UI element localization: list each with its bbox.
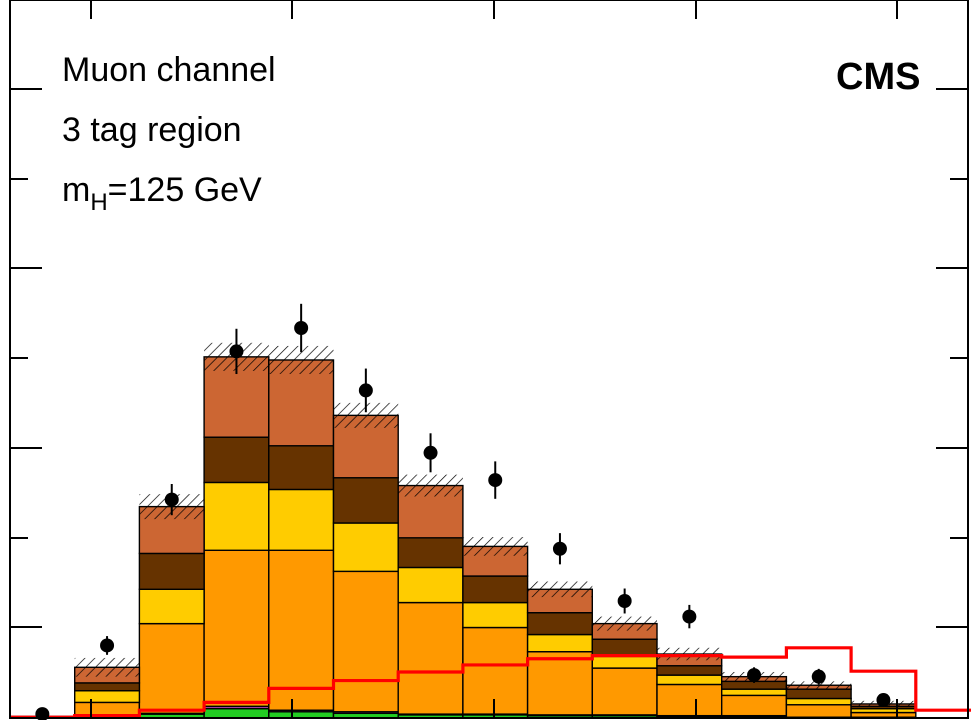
bar-series4-bin5 <box>332 477 399 524</box>
data-point-bin11 <box>747 668 762 683</box>
bar-series2-bin4 <box>268 549 335 711</box>
bar-series3-bin7 <box>462 601 529 629</box>
uncertainty-bin6 <box>398 474 463 497</box>
data-point-bin4 <box>294 321 309 335</box>
uncertainty-bin1 <box>74 657 140 677</box>
data-point-bin0 <box>35 707 50 720</box>
channel-label: Muon channel <box>62 51 276 89</box>
data-point-bin1 <box>100 638 115 653</box>
experiment-label: CMS <box>836 56 920 98</box>
bar-series2-bin5 <box>332 570 399 713</box>
uncertainty-bin8 <box>527 581 593 598</box>
bar-series4-bin2 <box>138 552 205 590</box>
bar-series2-bin3 <box>203 549 270 707</box>
data-point-bin8 <box>552 541 567 556</box>
data-point-bin5 <box>358 383 373 398</box>
data-point-bin2 <box>164 492 179 507</box>
bar-series3-bin6 <box>397 566 464 604</box>
bar-series4-bin3 <box>203 436 270 484</box>
bar-series3-bin12 <box>785 697 852 706</box>
bar-series2-bin8 <box>526 651 593 716</box>
bar-series4-bin6 <box>397 537 464 569</box>
data-point-bin12 <box>811 669 826 684</box>
mass-value: =125 GeV <box>108 171 262 209</box>
signal-line <box>10 646 971 719</box>
data-point-bin9 <box>617 594 632 608</box>
bar-series0-bin3 <box>203 707 270 719</box>
bar-series3-bin2 <box>138 588 205 625</box>
bar-series4-bin7 <box>462 575 529 604</box>
bar-series2-bin10 <box>656 683 723 717</box>
data-point-bin6 <box>423 445 438 460</box>
axes-frame <box>9 0 969 719</box>
bar-series3-bin3 <box>203 481 270 552</box>
bar-series2-bin9 <box>591 667 658 716</box>
bar-series2-bin6 <box>397 601 464 715</box>
bar-series4-bin4 <box>268 445 335 491</box>
bar-series4-bin10 <box>656 665 723 676</box>
bar-series4-bin12 <box>785 688 852 700</box>
bar-series2-bin12 <box>785 704 852 718</box>
mass-symbol: m <box>62 171 90 209</box>
bar-series3-bin10 <box>656 674 723 686</box>
bar-series2-bin13 <box>850 711 917 718</box>
bar-series3-bin11 <box>721 688 788 697</box>
mass-subscript: H <box>90 189 107 216</box>
bar-series3-bin8 <box>526 633 593 653</box>
data-point-bin3 <box>229 344 244 359</box>
bar-series4-bin9 <box>591 638 658 658</box>
bar-series2-bin11 <box>721 694 788 717</box>
bar-series4-bin1 <box>73 682 141 692</box>
bar-series3-bin9 <box>591 655 658 669</box>
signal-histogram <box>10 646 971 719</box>
uncertainty-bin9 <box>592 616 657 631</box>
background-stacks <box>9 356 917 719</box>
uncertainty-bin12 <box>786 681 852 690</box>
bar-series3-bin4 <box>268 488 335 551</box>
bar-series2-bin7 <box>462 626 529 715</box>
bar-series2-bin2 <box>138 622 205 715</box>
data-point-bin7 <box>488 473 503 488</box>
bar-series3-bin5 <box>332 522 399 573</box>
data-point-bin10 <box>682 609 697 624</box>
data-points <box>35 303 891 720</box>
uncertainty-bin7 <box>462 537 528 556</box>
mass-label: mH=125 GeV <box>62 171 262 216</box>
bar-series4-bin8 <box>526 612 593 636</box>
bar-series3-bin1 <box>73 690 141 704</box>
data-point-bin13 <box>876 693 891 708</box>
region-label: 3 tag region <box>62 111 242 149</box>
